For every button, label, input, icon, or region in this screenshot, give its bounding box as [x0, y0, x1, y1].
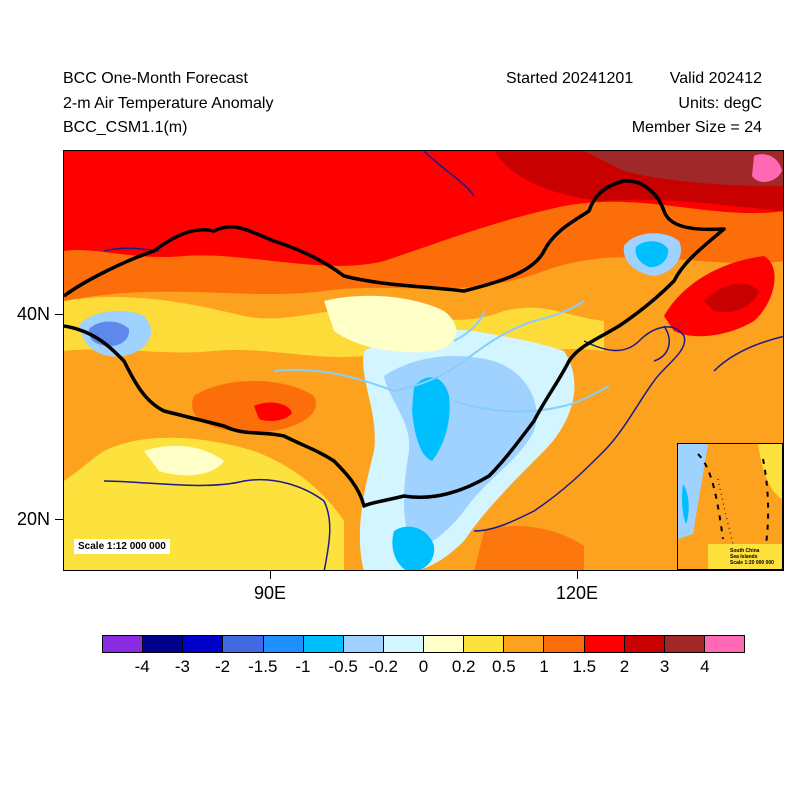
color-swatch [223, 636, 264, 652]
color-legend-label: 0 [418, 657, 429, 676]
lon-label-120e: 120E [555, 583, 599, 603]
color-swatch [704, 636, 744, 652]
lat-label-40n: 40N [16, 304, 50, 324]
units-label: Units: degC [678, 95, 762, 112]
model-name: BCC_CSM1.1(m) [63, 119, 188, 136]
lon-tick-90e [270, 571, 271, 579]
color-legend-label: 0.5 [492, 657, 516, 676]
color-legend-label: 1 [539, 657, 549, 676]
lat-tick-40n [55, 314, 63, 315]
inset-label: South China Sea Islands Scale 1:20 000 0… [730, 548, 774, 566]
color-legend-label: 0.2 [451, 657, 476, 676]
color-swatch [664, 636, 705, 652]
color-swatch [504, 636, 545, 652]
color-swatch [183, 636, 224, 652]
color-swatch [544, 636, 585, 652]
valid-date: Valid 202412 [669, 70, 762, 87]
started-date: Started 20241201 [506, 70, 634, 87]
lat-label-20n: 20N [16, 509, 50, 529]
color-legend-label: -2 [215, 657, 231, 676]
lon-label-90e: 90E [253, 583, 287, 603]
color-swatch [584, 636, 625, 652]
color-swatch [424, 636, 465, 652]
color-legend-label: -1.5 [248, 657, 278, 676]
inset-label-line1: South China [730, 548, 760, 554]
color-legend-label: -1 [295, 657, 311, 676]
color-legend-bar [102, 635, 745, 653]
color-swatch [263, 636, 304, 652]
title-line-2: 2-m Air Temperature Anomaly [63, 95, 274, 112]
color-swatch [343, 636, 384, 652]
color-legend-label: -0.5 [328, 657, 358, 676]
map-scale-label: Scale 1:12 000 000 [74, 539, 170, 554]
color-legend-label: 3 [659, 657, 670, 676]
lat-tick-20n [55, 519, 63, 520]
color-legend-label: -4 [134, 657, 150, 676]
color-swatch [464, 636, 505, 652]
color-swatch [624, 636, 665, 652]
lon-tick-120e [577, 571, 578, 579]
anomaly-field [64, 151, 783, 570]
color-legend-label: 2 [619, 657, 630, 676]
color-swatch [303, 636, 344, 652]
inset-map [678, 444, 782, 569]
member-size: Member Size = 24 [631, 119, 762, 136]
color-swatch [103, 636, 144, 652]
south-china-sea-inset: South China Sea Islands Scale 1:20 000 0… [677, 443, 783, 570]
inset-scale: Scale 1:20 000 000 [730, 560, 774, 566]
color-legend-label: -0.2 [368, 657, 398, 676]
title-line-1: BCC One-Month Forecast [63, 70, 248, 87]
color-legend-label: -3 [174, 657, 190, 676]
temperature-anomaly-map: Scale 1:12 000 000 South China Sea Islan… [63, 150, 784, 571]
color-legend-label: 1.5 [572, 657, 597, 676]
color-swatch [143, 636, 184, 652]
inset-label-line2: Sea Islands [730, 554, 758, 560]
color-swatch [383, 636, 424, 652]
color-legend-label: 4 [700, 657, 710, 676]
